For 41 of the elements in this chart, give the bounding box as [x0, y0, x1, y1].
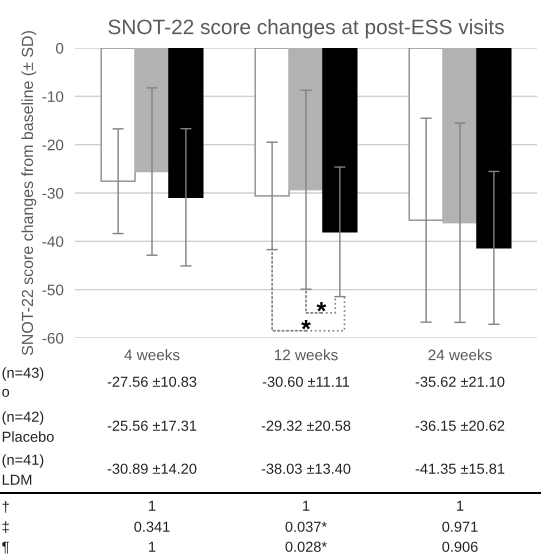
y-tick-label: -10 [42, 91, 64, 102]
text: (n=42) [2, 411, 44, 425]
text: 0.341 [134, 522, 170, 532]
chart-title: SNOT-22 score changes at post-ESS visits [108, 19, 504, 38]
y-tick-label: -30 [42, 188, 64, 199]
data-label: -35.62 ±21.10 [416, 376, 504, 387]
annotation: * [316, 302, 326, 312]
text: Placebo [2, 431, 54, 442]
x-tick-label: 4 weeks [124, 349, 180, 360]
text: 1 [457, 500, 464, 511]
data-label: -27.56 ±10.83 [108, 376, 196, 387]
text: 1 [149, 500, 156, 511]
x-tick-label: 12 weeks [274, 349, 338, 360]
y-tick-label: -20 [42, 140, 64, 150]
text: 0.971 [442, 522, 478, 532]
x-tick-label: 24 weeks [428, 349, 492, 360]
y-tick-label: -40 [42, 236, 64, 248]
text: ‡ [2, 521, 9, 533]
text: ¶ [2, 542, 9, 554]
y-tick-label: -50 [42, 284, 64, 296]
data-label: -29.32 ±20.58 [262, 420, 350, 431]
data-label: -41.35 ±15.81 [416, 464, 504, 474]
annotation: * [301, 320, 311, 330]
y-tick-label: 0 [56, 42, 64, 54]
text: 0.037* [285, 522, 327, 532]
text: (n=43) [2, 367, 44, 381]
text: LDM [2, 474, 32, 485]
y-axis-title: SNOT-22 score changes from baseline (± SD) [21, 31, 36, 356]
data-label: -30.60 ±11.11 [262, 376, 350, 387]
text: (n=41) [2, 454, 44, 468]
text: † [2, 501, 9, 513]
text: 0.906 [442, 542, 478, 552]
y-tick-label: -60 [42, 332, 64, 344]
text: 1 [303, 500, 310, 511]
text: 1 [149, 542, 156, 552]
data-label: -38.03 ±13.40 [262, 464, 350, 474]
data-label: -25.56 ±17.31 [108, 420, 196, 431]
text: o [2, 388, 10, 397]
text: 0.028* [285, 542, 327, 552]
data-label: -30.89 ±14.20 [108, 464, 196, 474]
data-label: -36.15 ±20.62 [416, 420, 504, 431]
